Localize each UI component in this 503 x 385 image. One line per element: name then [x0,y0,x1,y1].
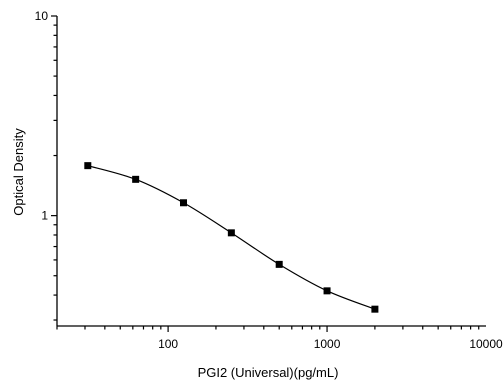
data-point [275,260,283,268]
y-tick-label: 1 [41,209,48,223]
series-line [87,165,376,310]
x-tick-label: 1000 [314,337,341,351]
data-point [180,199,188,207]
ticks: 100 1000 10000 1 10 [35,9,503,351]
series-layer [84,162,379,313]
y-axis-title: Optical Density [11,128,26,216]
data-point [132,175,140,183]
data-point [371,305,379,313]
data-point [323,287,331,295]
x-axis-title: PGI2 (Universal)(pg/mL) [198,365,339,380]
axes [56,16,486,327]
data-point [227,229,235,237]
x-tick-label: 10000 [469,337,503,351]
x-tick-label: 100 [158,337,178,351]
data-point [84,162,92,170]
y-tick-label: 10 [35,9,49,23]
